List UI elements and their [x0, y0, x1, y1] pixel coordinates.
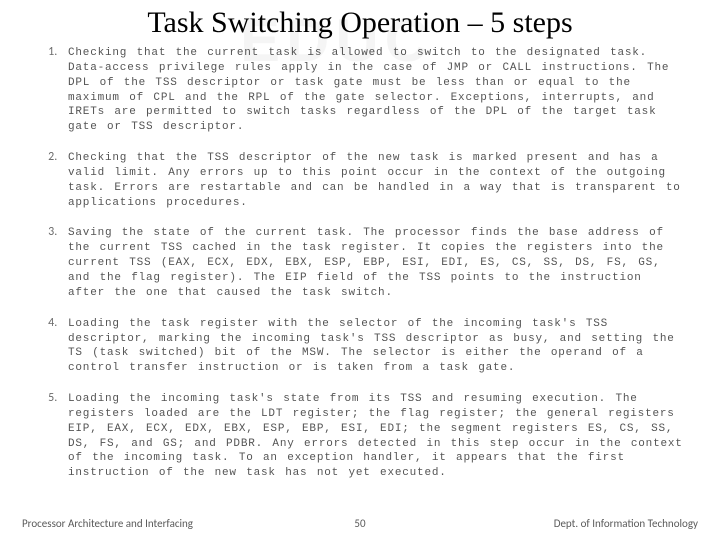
step-item: Checking that the current task is allowe… — [60, 44, 684, 135]
step-item: Loading the incoming task's state from i… — [60, 390, 684, 481]
slide-title: Task Switching Operation – 5 steps — [0, 0, 720, 44]
step-text: Loading the task register with the selec… — [68, 318, 675, 375]
footer-right: Dept. of Information Technology — [554, 517, 698, 530]
step-text: Saving the state of the current task. Th… — [68, 227, 664, 298]
slide-content: Checking that the current task is allowe… — [0, 44, 720, 481]
steps-list: Checking that the current task is allowe… — [36, 44, 684, 481]
step-text: Checking that the current task is allowe… — [68, 47, 669, 133]
step-item: Checking that the TSS descriptor of the … — [60, 149, 684, 210]
step-item: Loading the task register with the selec… — [60, 315, 684, 376]
step-text: Checking that the TSS descriptor of the … — [68, 152, 681, 209]
step-item: Saving the state of the current task. Th… — [60, 224, 684, 300]
slide: EDUC Task Switching Operation – 5 steps … — [0, 0, 720, 540]
step-text: Loading the incoming task's state from i… — [68, 393, 683, 479]
